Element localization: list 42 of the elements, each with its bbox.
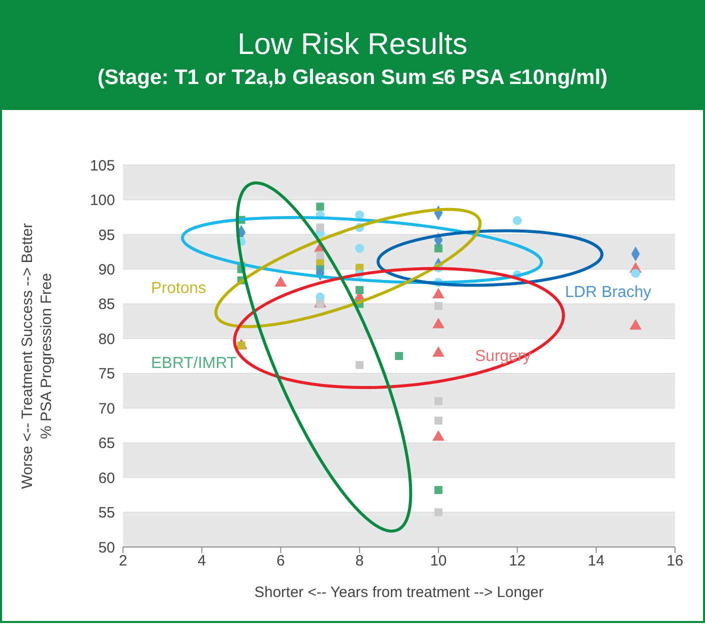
x-tick-label: 8 xyxy=(355,552,364,570)
point xyxy=(512,216,522,226)
y-tick-label: 100 xyxy=(90,192,115,210)
y-tick-label: 90 xyxy=(98,262,115,279)
x-tick-label: 6 xyxy=(276,552,285,570)
point xyxy=(237,342,246,350)
chart-title: Low Risk Results xyxy=(236,28,469,62)
y-tick-label: 65 xyxy=(98,435,115,452)
y-tick-label: 80 xyxy=(98,330,115,348)
y-tick-label: 70 xyxy=(98,400,115,418)
text: Protons xyxy=(151,280,206,297)
y-tick-label: 95 xyxy=(98,226,115,244)
point xyxy=(395,352,403,360)
point xyxy=(355,244,364,253)
point xyxy=(316,202,324,211)
point xyxy=(434,508,442,516)
point xyxy=(316,251,324,260)
point xyxy=(434,397,442,406)
y-tick-label: 75 xyxy=(98,366,115,383)
y-tick-label: 60 xyxy=(98,470,115,487)
x-tick-label: 10 xyxy=(430,552,447,570)
point xyxy=(434,416,442,425)
x-tick-label: 12 xyxy=(508,552,526,570)
point xyxy=(316,224,324,232)
point xyxy=(631,268,640,278)
point xyxy=(356,361,364,370)
chart-subtitle: (Stage: T1 or T2a,b Gleason Sum ≤6 PSA ≤10ng/ml) xyxy=(96,66,609,90)
x-axis-title: Shorter <-- Years from treatment --> Longer xyxy=(254,584,544,601)
y-tick-label: 50 xyxy=(98,539,115,556)
point xyxy=(356,286,364,294)
text: EBRT/IMRT xyxy=(151,355,237,372)
point xyxy=(434,486,442,494)
point xyxy=(434,302,442,310)
x-tick-label: 14 xyxy=(588,552,604,570)
y-tick-label: 85 xyxy=(98,296,115,314)
y-tick-label: 105 xyxy=(90,157,115,174)
y-tick-label: 55 xyxy=(98,504,115,522)
x-tick-label: 4 xyxy=(198,552,206,570)
x-tick-label: 16 xyxy=(666,552,684,570)
series-label: LDR Brachy xyxy=(565,284,652,301)
y-axis-title: Worse <-- Treatment Success --> Better % PSA Progression Free xyxy=(19,223,55,489)
x-tick-label: 2 xyxy=(118,552,128,570)
